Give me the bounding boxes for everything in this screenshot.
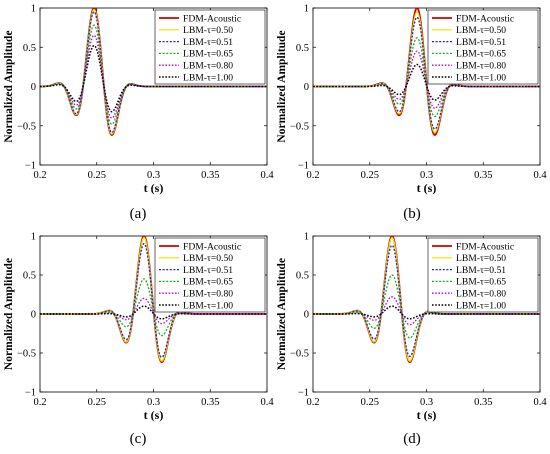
panel-a-caption: (a) [130,206,147,222]
panel-c-xtick-label: 0.3 [147,397,160,408]
panel-c-legend-label: LBM-τ=1.00 [183,300,233,311]
panel-d-xtick-label: 0.25 [361,397,379,408]
panel-b-legend: FDM-AcousticLBM-τ=0.50LBM-τ=0.51LBM-τ=0.… [427,9,539,85]
panel-a-ytick-label: 0.5 [23,43,36,54]
panel-a-legend-label: FDM-Acoustic [183,13,241,24]
panel-b-series-lbm-5 [313,63,540,101]
panel-a-legend-box [154,9,266,85]
panel-c-series-lbm-5 [40,305,267,320]
panel-d-caption: (d) [403,431,421,447]
panel-d-xtick-label: 0.2 [306,397,319,408]
panel-b-ytick-label: −1 [298,161,309,172]
panel-b-ytick-label: 0 [304,82,309,93]
panel-c-legend-label: LBM-τ=0.51 [183,265,233,276]
panel-c-legend-label: LBM-τ=0.50 [183,253,233,264]
panel-a-ytick-label: 0 [31,82,36,93]
panel-c-legend: FDM-AcousticLBM-τ=0.50LBM-τ=0.51LBM-τ=0.… [154,237,266,313]
panel-a-ytick-label: 1 [31,4,36,15]
panel-b-x-axis-label: t (s) [417,181,437,195]
panel-a-x-axis-label: t (s) [144,181,164,195]
panel-a-series-lbm-5 [40,44,267,113]
panel-c-legend-label: FDM-Acoustic [183,241,241,252]
panel-b-legend-box [427,9,539,85]
panel-b-legend-label: FDM-Acoustic [456,13,514,24]
panel-a-legend-label: LBM-τ=0.50 [183,25,233,36]
panel-d-ytick-label: −1 [298,388,309,399]
panel-d-legend-label: LBM-τ=1.00 [456,300,506,311]
panel-d-legend-label: FDM-Acoustic [456,241,514,252]
panel-a-xtick-label: 0.2 [33,170,46,181]
panel-d-y-axis-label: Normalized Amplitude [276,258,288,370]
panel-d-legend-box [427,237,539,313]
panel-a-legend-label: LBM-τ=0.80 [183,61,233,72]
panel-b-ytick-label: 0.5 [296,43,309,54]
panel-c: 0.2 0.25 0.3 0.35 0.4 1 0.5 0 −0.5 −1 t (s) Normali… [3,232,274,448]
panel-d-legend-label: LBM-τ=0.65 [456,277,506,288]
panel-b-ytick-label: −0.5 [290,121,309,132]
panel-b-y-axis-label: Normalized Amplitude [276,30,288,142]
panel-c-y-axis-label: Normalized Amplitude [3,258,15,370]
panel-a-xtick-label: 0.4 [260,170,274,181]
panel-d-xtick-label: 0.4 [533,397,547,408]
panel-b-caption: (b) [403,206,421,222]
panel-b-ytick-label: 1 [304,4,309,15]
panel-b-xtick-label: 0.25 [361,170,379,181]
panel-a-legend-label: LBM-τ=1.00 [183,72,233,83]
panel-d-legend-label: LBM-τ=0.80 [456,289,506,300]
panel-d-ytick-label: −0.5 [290,349,309,360]
panel-a-legend-label: LBM-τ=0.51 [183,37,233,48]
panel-c-ytick-label: 0 [31,310,36,321]
panel-c-ytick-label: −0.5 [17,349,36,360]
panel-c-xtick-label: 0.2 [33,397,46,408]
panel-d-legend-label: LBM-τ=0.50 [456,253,506,264]
panel-d-xtick-label: 0.3 [420,397,433,408]
panel-b: 0.2 0.25 0.3 0.35 0.4 1 0.5 0 −0.5 −1 t (s) Normali… [276,4,547,223]
panel-d-ytick-label: 0.5 [296,271,309,282]
panel-b-legend-label: LBM-τ=0.65 [456,49,506,60]
panel-d: 0.2 0.25 0.3 0.35 0.4 1 0.5 0 −0.5 −1 t (s) Normali… [276,232,547,448]
panel-a-ytick-label: −0.5 [17,121,36,132]
panel-b-xtick-label: 0.35 [474,170,492,181]
panel-b-xtick-label: 0.2 [306,170,319,181]
panel-a-ytick-label: −1 [25,161,36,172]
panel-a-y-axis-label: Normalized Amplitude [3,30,15,142]
panel-a-legend: FDM-AcousticLBM-τ=0.50LBM-τ=0.51LBM-τ=0.… [154,9,266,85]
panel-a-xtick-label: 0.3 [147,170,160,181]
panel-a-legend-label: LBM-τ=0.65 [183,49,233,60]
panel-b-xtick-label: 0.4 [533,170,547,181]
panel-a-series-group [40,8,267,136]
panel-b-xtick-label: 0.3 [420,170,433,181]
panel-c-xtick-label: 0.25 [88,397,106,408]
panel-b-legend-label: LBM-τ=0.50 [456,25,506,36]
panel-d-x-axis-label: t (s) [417,408,437,422]
panel-c-ytick-label: −1 [25,388,36,399]
panel-c-legend-box [154,237,266,313]
panel-d-legend-label: LBM-τ=0.51 [456,265,506,276]
panel-d-legend: FDM-AcousticLBM-τ=0.50LBM-τ=0.51LBM-τ=0.… [427,237,539,313]
panel-c-xtick-label: 0.35 [201,397,219,408]
panel-b-series-group [313,8,540,136]
panel-a-xtick-label: 0.25 [88,170,106,181]
panel-a-xtick-label: 0.35 [201,170,219,181]
panel-c-xtick-label: 0.4 [260,397,274,408]
panel-c-legend-label: LBM-τ=0.80 [183,289,233,300]
panel-c-series-group [40,236,267,364]
panel-a: 0.2 0.25 0.3 0.35 0.4 1 0.5 0 −0.5 −1 t (s) Normali… [3,4,274,223]
panel-d-xtick-label: 0.35 [474,397,492,408]
panel-b-series-lbm-3 [313,37,540,118]
panel-d-series-lbm-5 [313,305,540,320]
panel-d-ytick-label: 0 [304,310,309,321]
panel-c-ytick-label: 1 [31,232,36,243]
panel-b-legend-label: LBM-τ=1.00 [456,72,506,83]
panel-c-ytick-label: 0.5 [23,271,36,282]
panel-d-series-group [313,236,540,364]
panel-b-legend-label: LBM-τ=0.51 [456,37,506,48]
panel-c-legend-label: LBM-τ=0.65 [183,277,233,288]
panel-d-ytick-label: 1 [304,232,309,243]
panel-c-caption: (c) [130,431,147,447]
panel-b-legend-label: LBM-τ=0.80 [456,61,506,72]
panel-c-x-axis-label: t (s) [144,408,164,422]
